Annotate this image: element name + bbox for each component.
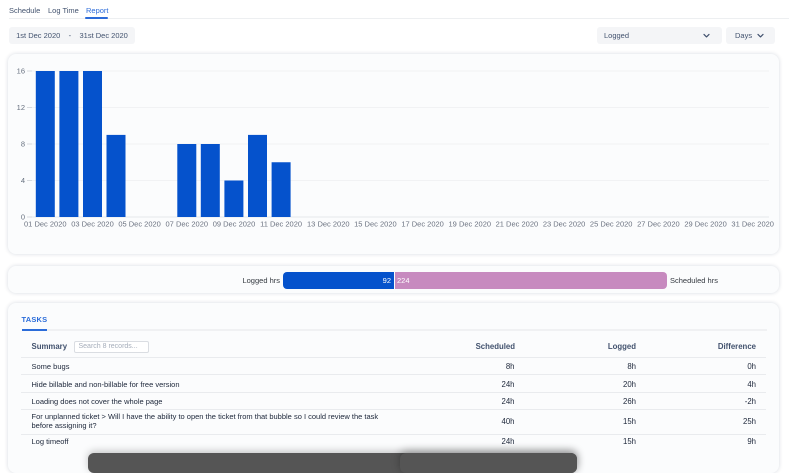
svg-text:0: 0: [21, 213, 25, 222]
svg-text:16: 16: [17, 67, 25, 76]
svg-text:29 Dec 2020: 29 Dec 2020: [684, 220, 727, 229]
svg-text:23 Dec 2020: 23 Dec 2020: [543, 220, 586, 229]
svg-text:31 Dec 2020: 31 Dec 2020: [731, 220, 774, 229]
svg-text:8: 8: [21, 140, 25, 149]
svg-text:09 Dec 2020: 09 Dec 2020: [213, 220, 256, 229]
svg-text:25 Dec 2020: 25 Dec 2020: [590, 220, 633, 229]
svg-text:27 Dec 2020: 27 Dec 2020: [637, 220, 680, 229]
svg-text:01 Dec 2020: 01 Dec 2020: [24, 220, 67, 229]
svg-text:19 Dec 2020: 19 Dec 2020: [449, 220, 492, 229]
svg-text:05 Dec 2020: 05 Dec 2020: [118, 220, 161, 229]
svg-text:12: 12: [17, 103, 25, 112]
svg-text:15 Dec 2020: 15 Dec 2020: [354, 220, 397, 229]
svg-text:17 Dec 2020: 17 Dec 2020: [401, 220, 444, 229]
svg-text:11 Dec 2020: 11 Dec 2020: [260, 220, 302, 229]
svg-text:4: 4: [21, 176, 25, 185]
svg-text:13 Dec 2020: 13 Dec 2020: [307, 220, 350, 229]
svg-text:21 Dec 2020: 21 Dec 2020: [496, 220, 539, 229]
svg-text:03 Dec 2020: 03 Dec 2020: [71, 220, 114, 229]
svg-text:07 Dec 2020: 07 Dec 2020: [166, 220, 209, 229]
